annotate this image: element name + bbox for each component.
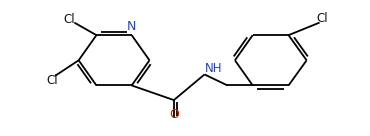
Text: Cl: Cl <box>46 74 58 87</box>
Text: N: N <box>127 20 137 33</box>
Text: Cl: Cl <box>316 12 328 25</box>
Text: Cl: Cl <box>63 13 74 26</box>
Text: O: O <box>169 108 179 121</box>
Text: NH: NH <box>205 62 222 75</box>
